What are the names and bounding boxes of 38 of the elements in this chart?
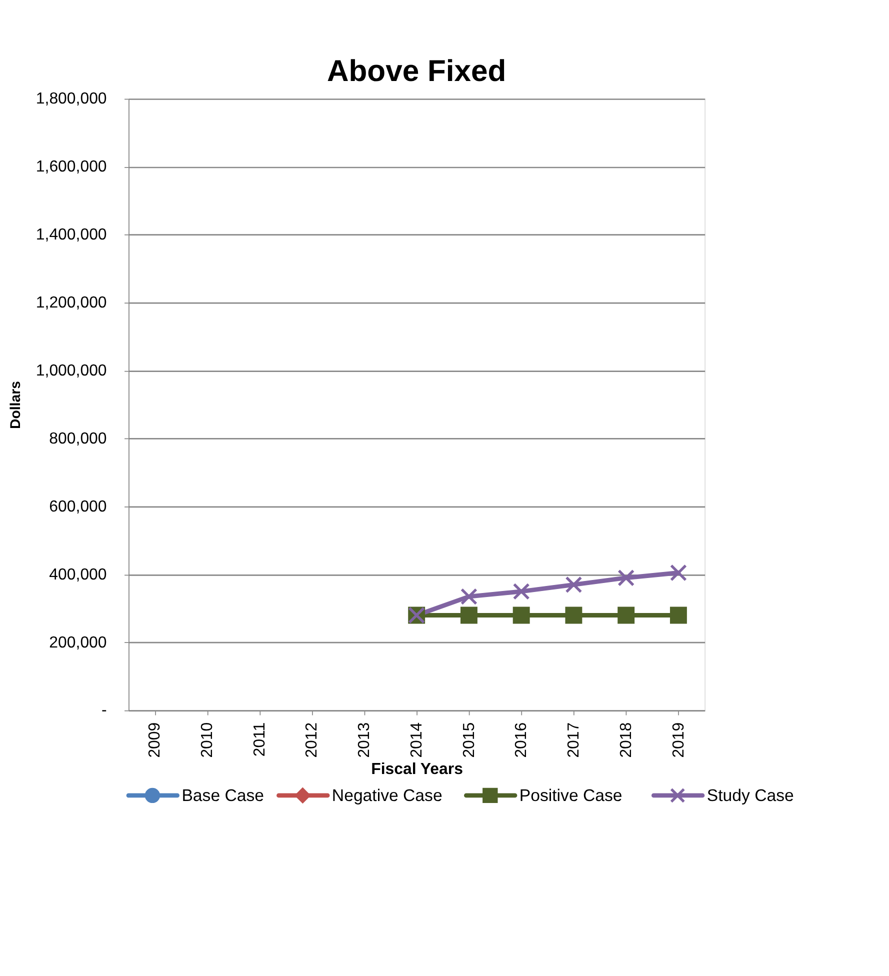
- x-tick-label: 2018: [618, 722, 635, 758]
- point: [618, 606, 635, 624]
- x-tick-label: 2013: [356, 722, 374, 758]
- y-tick-label: 1,800,000: [36, 90, 107, 108]
- x-tick-label: 2015: [460, 722, 478, 758]
- x-tick-label: 2019: [670, 722, 688, 758]
- point: [670, 564, 687, 582]
- point: [565, 606, 582, 624]
- point: [460, 606, 478, 624]
- y-tick-label: 800,000: [49, 430, 107, 448]
- y-tick-label: 1,600,000: [36, 158, 107, 176]
- legend-label: Negative Case: [332, 786, 442, 805]
- x-tick-label: 2012: [304, 722, 321, 758]
- y-tick-label: -: [101, 702, 107, 720]
- point: [512, 606, 530, 624]
- y-axis-title: Dollars: [8, 380, 24, 430]
- x-tick-label: 2011: [251, 722, 268, 757]
- x-tick-label: 2014: [408, 722, 426, 758]
- x-tick-label: 2009: [146, 722, 164, 758]
- y-tick-label: 400,000: [49, 566, 107, 584]
- y-tick-label: 600,000: [49, 498, 107, 516]
- chart-title: Above Fixed: [327, 55, 506, 88]
- x-tick-label: 2017: [566, 722, 583, 758]
- point: [460, 588, 478, 606]
- point: [565, 576, 582, 594]
- point: [512, 582, 530, 600]
- legend-label: Study Case: [706, 786, 794, 805]
- y-tick-label: 1,400,000: [36, 226, 107, 244]
- x-tick-label: 2010: [198, 722, 216, 758]
- legend-label: Base Case: [182, 786, 264, 805]
- legend-label: Positive Case: [519, 786, 622, 805]
- y-tick-label: 200,000: [49, 634, 107, 652]
- point: [618, 569, 635, 586]
- x-tick-label: 2016: [513, 722, 530, 758]
- x-axis-title: Fiscal Years: [371, 760, 464, 778]
- point: [670, 606, 687, 624]
- y-tick-label: 1,000,000: [36, 362, 107, 380]
- y-tick-label: 1,200,000: [36, 294, 107, 312]
